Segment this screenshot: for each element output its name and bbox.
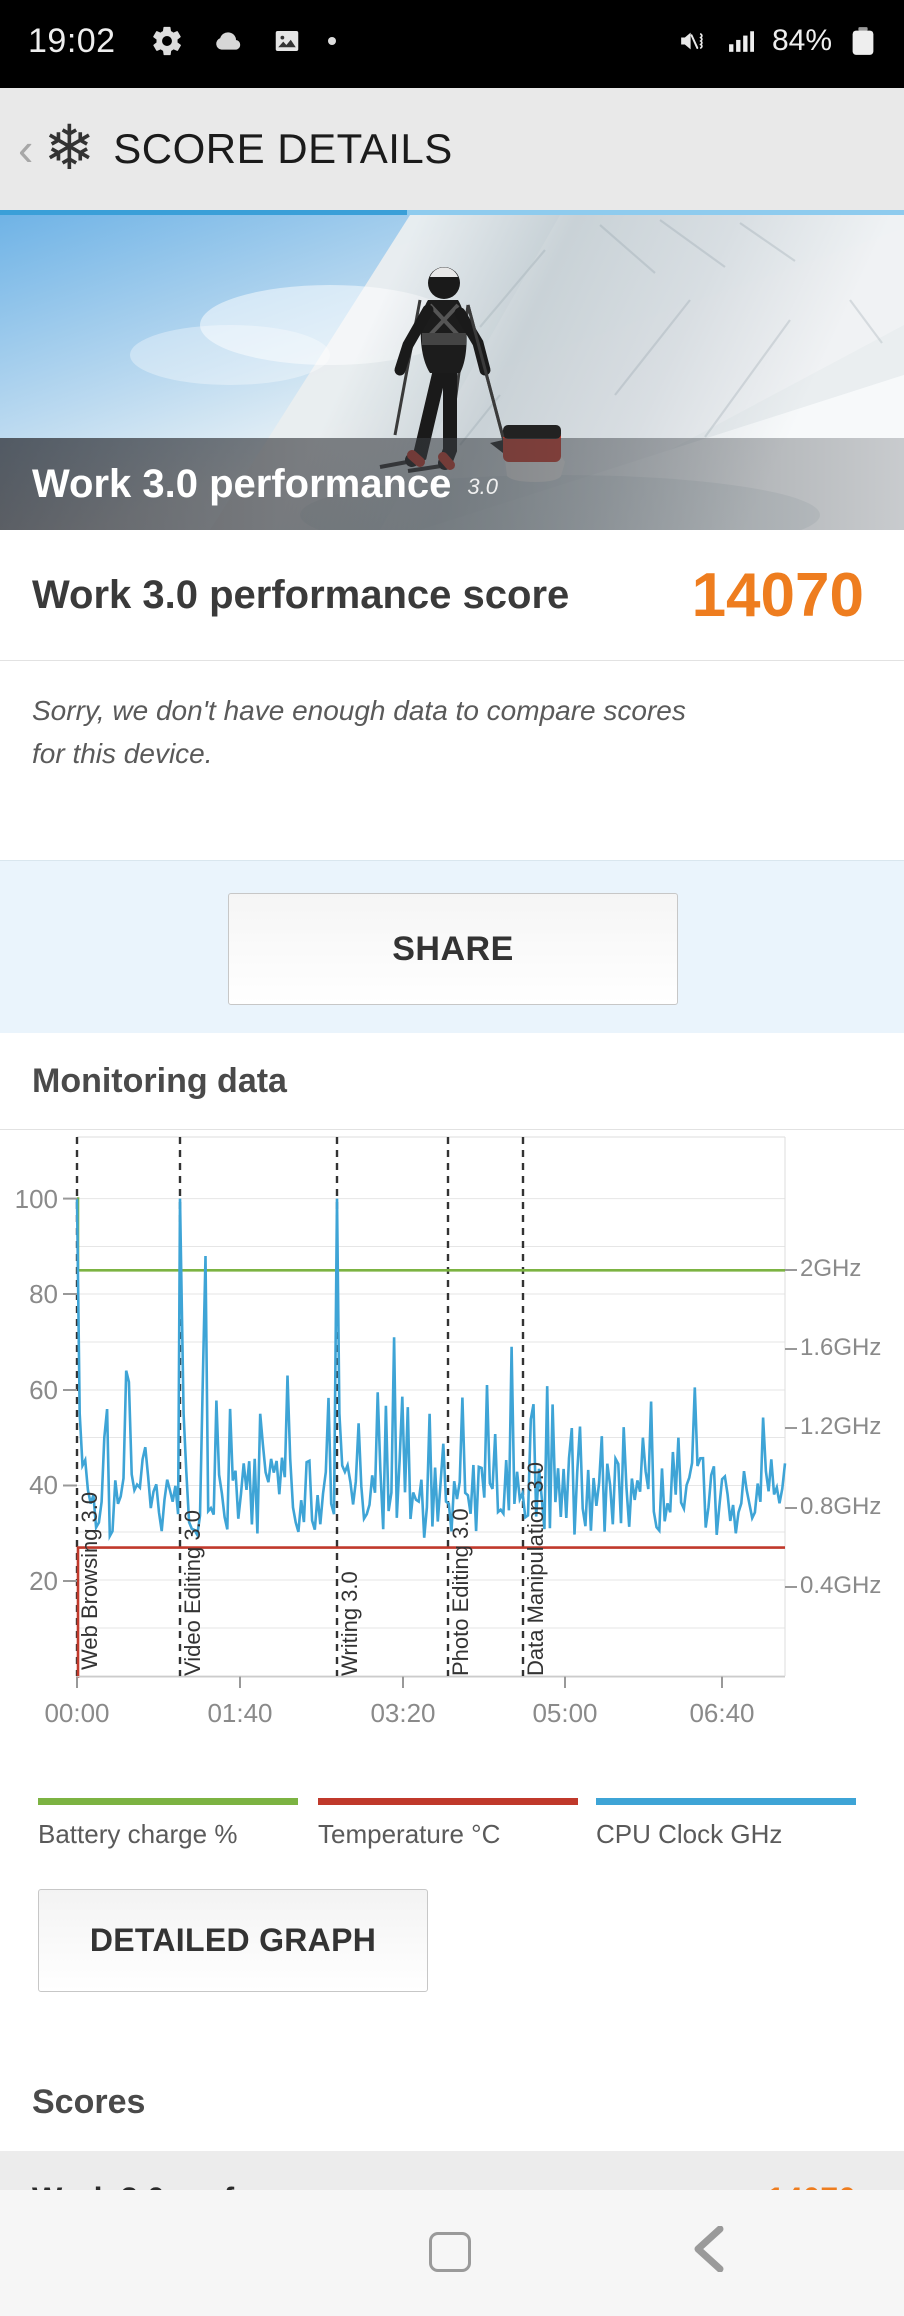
svg-text:Writing 3.0: Writing 3.0 [337, 1571, 362, 1676]
svg-text:05:00: 05:00 [532, 1698, 597, 1728]
svg-text:0.8GHz: 0.8GHz [800, 1493, 881, 1520]
svg-text:60: 60 [29, 1375, 58, 1405]
svg-text:20: 20 [29, 1566, 58, 1596]
svg-text:1.6GHz: 1.6GHz [800, 1334, 881, 1361]
svg-text:2GHz: 2GHz [800, 1255, 861, 1282]
svg-text:00:00: 00:00 [44, 1698, 109, 1728]
svg-text:40: 40 [29, 1470, 58, 1500]
svg-text:Data Manipulation 3.0: Data Manipulation 3.0 [523, 1462, 548, 1676]
svg-text:Photo Editing 3.0: Photo Editing 3.0 [448, 1508, 473, 1676]
svg-text:0.4GHz: 0.4GHz [800, 1572, 881, 1599]
svg-text:Web Browsing 3.0: Web Browsing 3.0 [77, 1492, 102, 1670]
svg-text:01:40: 01:40 [207, 1698, 272, 1728]
svg-text:80: 80 [29, 1279, 58, 1309]
svg-text:06:40: 06:40 [689, 1698, 754, 1728]
svg-text:1.2GHz: 1.2GHz [800, 1413, 881, 1440]
svg-text:100: 100 [15, 1184, 58, 1214]
svg-text:03:20: 03:20 [370, 1698, 435, 1728]
svg-text:Video Editing 3.0: Video Editing 3.0 [180, 1510, 205, 1676]
